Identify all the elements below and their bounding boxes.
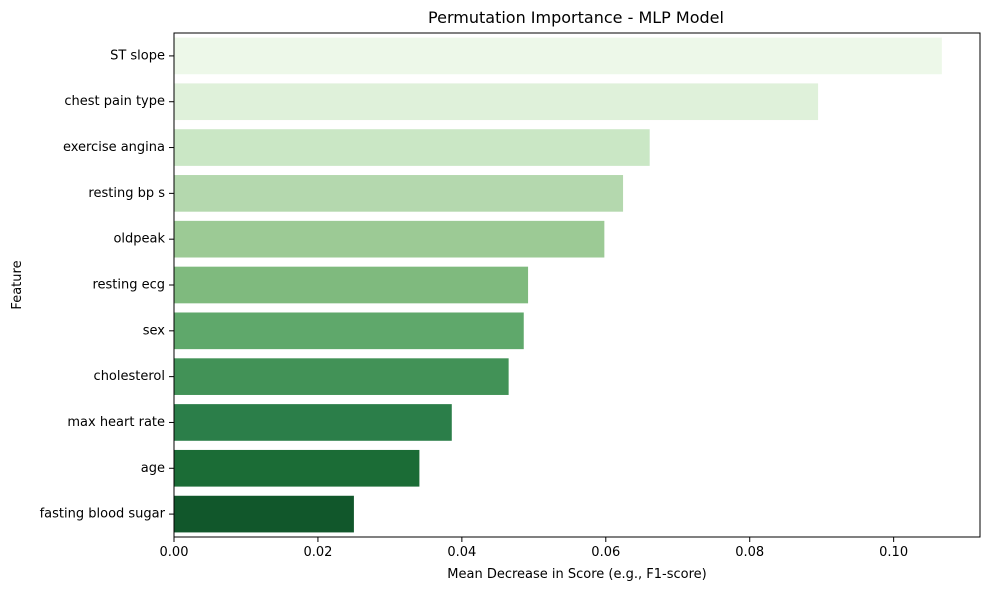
y-ticks-layer: ST slope chest pain type exercise angina re… xyxy=(40,48,174,522)
y-tick-label: age xyxy=(141,461,165,476)
bar-resting-bp-s xyxy=(174,175,624,212)
bar-st-slope xyxy=(174,37,942,75)
x-tick-label: 0.00 xyxy=(160,545,189,560)
plot-frame xyxy=(173,32,981,538)
bars-layer xyxy=(174,37,942,533)
x-tick-label: 0.10 xyxy=(879,545,908,560)
bar-resting-ecg xyxy=(174,266,529,304)
y-axis-label: Feature xyxy=(10,260,25,309)
chart-title: Permutation Importance - MLP Model xyxy=(428,8,724,27)
y-tick-label: max heart rate xyxy=(67,415,165,430)
bar-sex xyxy=(174,312,524,350)
bar-exercise-angina xyxy=(174,129,650,166)
y-tick-label: fasting blood sugar xyxy=(40,507,166,522)
y-tick-label: cholesterol xyxy=(94,369,165,384)
y-tick-label: sex xyxy=(143,323,166,338)
bar-fasting-blood-sugar xyxy=(174,495,354,533)
y-tick-label: exercise angina xyxy=(63,140,165,155)
x-axis-label: Mean Decrease in Score (e.g., F1-score) xyxy=(447,567,706,582)
bar-chest-pain-type xyxy=(174,83,819,121)
x-tick-label: 0.06 xyxy=(591,545,620,560)
bar-age xyxy=(174,449,420,487)
y-tick-label: resting bp s xyxy=(88,186,165,201)
x-tick-label: 0.02 xyxy=(303,545,332,560)
y-tick-label: ST slope xyxy=(110,48,165,63)
x-ticks-layer: 0.00 0.02 0.04 0.06 0.08 0.10 xyxy=(160,537,908,560)
y-tick-label: oldpeak xyxy=(113,232,165,247)
bar-cholesterol xyxy=(174,358,509,395)
y-tick-label: resting ecg xyxy=(92,278,165,293)
y-tick-label: chest pain type xyxy=(64,94,165,109)
bar-oldpeak xyxy=(174,220,605,258)
x-tick-label: 0.08 xyxy=(735,545,764,560)
bar-max-heart-rate xyxy=(174,404,452,441)
x-tick-label: 0.04 xyxy=(447,545,476,560)
